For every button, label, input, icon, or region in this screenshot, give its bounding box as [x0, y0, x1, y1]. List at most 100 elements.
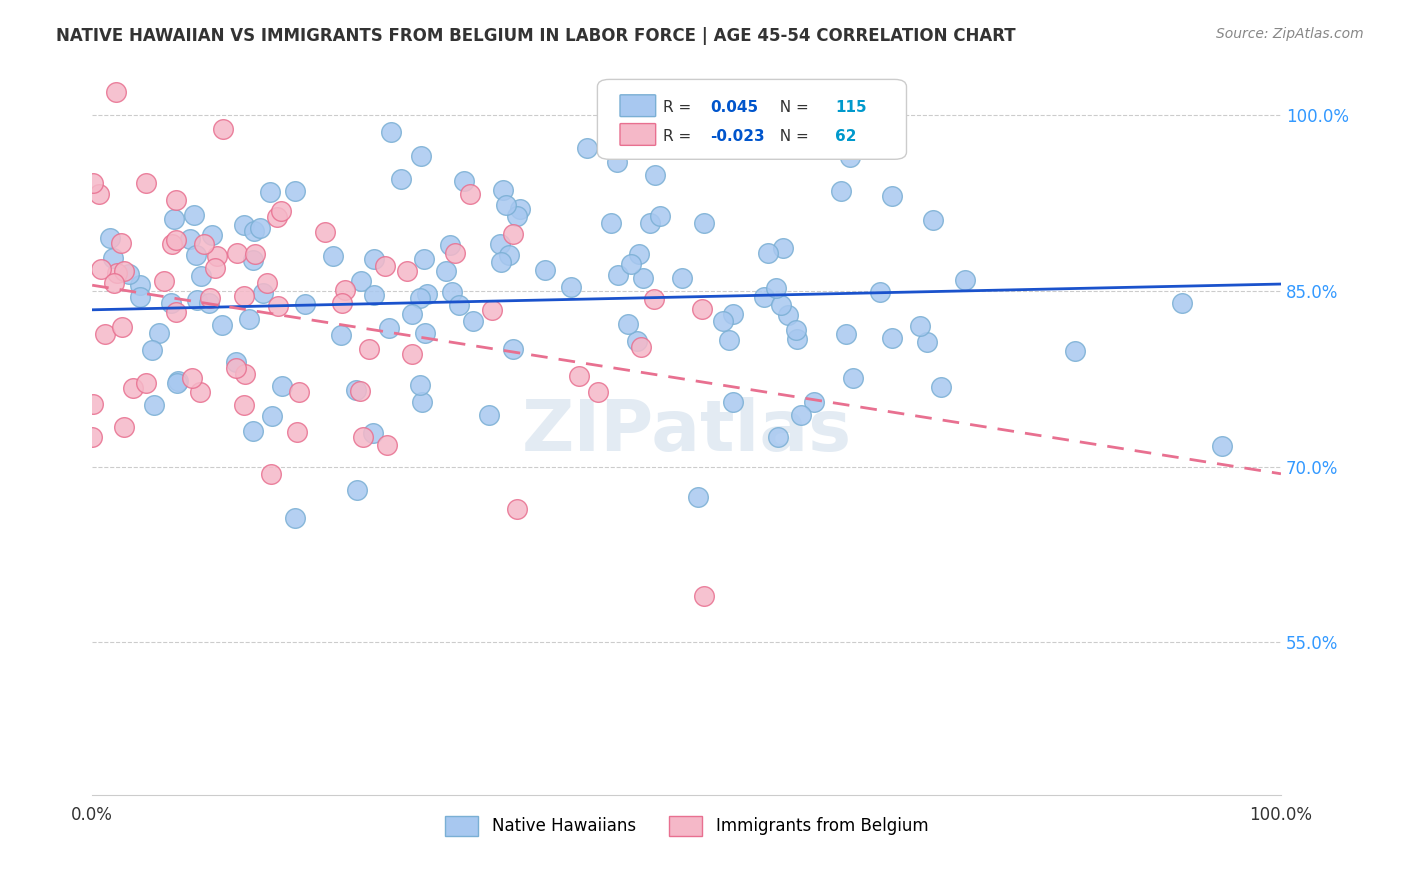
- Point: [188, 385, 211, 400]
- Point: [359, 343, 381, 357]
- Point: [260, 409, 283, 424]
- Point: [395, 264, 418, 278]
- Point: [711, 314, 734, 328]
- Point: [238, 312, 260, 326]
- Text: 115: 115: [835, 101, 866, 115]
- Point: [408, 291, 430, 305]
- Point: [330, 295, 353, 310]
- Point: [105, 85, 128, 99]
- Point: [461, 314, 484, 328]
- Point: [129, 278, 152, 293]
- Point: [502, 342, 524, 356]
- Text: R =: R =: [662, 101, 696, 115]
- Point: [617, 318, 640, 332]
- Point: [167, 374, 190, 388]
- Point: [506, 209, 529, 223]
- Point: [449, 298, 471, 312]
- Point: [190, 268, 212, 283]
- Point: [776, 308, 799, 322]
- Point: [82, 176, 104, 190]
- Point: [841, 371, 863, 385]
- Point: [287, 385, 309, 400]
- Point: [586, 385, 609, 400]
- Point: [869, 285, 891, 300]
- Point: [786, 332, 808, 346]
- Point: [443, 245, 465, 260]
- Point: [576, 141, 599, 155]
- Point: [135, 376, 157, 390]
- Point: [758, 246, 780, 260]
- Point: [242, 424, 264, 438]
- Point: [90, 262, 112, 277]
- Point: [534, 263, 557, 277]
- Point: [363, 288, 385, 302]
- Point: [1171, 296, 1194, 310]
- Point: [211, 318, 233, 332]
- Point: [489, 236, 512, 251]
- Point: [495, 198, 517, 212]
- Point: [129, 290, 152, 304]
- Point: [769, 298, 792, 312]
- Point: [162, 237, 184, 252]
- Point: [94, 326, 117, 341]
- Legend: Native Hawaiians, Immigrants from Belgium: Native Hawaiians, Immigrants from Belgiu…: [436, 807, 936, 845]
- Point: [835, 326, 858, 341]
- Point: [165, 304, 187, 318]
- Point: [830, 185, 852, 199]
- Point: [204, 261, 226, 276]
- Point: [186, 248, 208, 262]
- Point: [502, 227, 524, 241]
- Point: [165, 193, 187, 207]
- FancyBboxPatch shape: [620, 124, 655, 145]
- Point: [160, 295, 183, 310]
- FancyBboxPatch shape: [620, 95, 655, 117]
- Point: [270, 204, 292, 219]
- Point: [568, 369, 591, 384]
- Point: [915, 334, 938, 349]
- Point: [249, 220, 271, 235]
- Point: [232, 398, 254, 412]
- Point: [413, 252, 436, 267]
- Text: R =: R =: [662, 129, 696, 145]
- Text: -0.023: -0.023: [710, 129, 765, 145]
- Point: [284, 184, 307, 198]
- Point: [266, 210, 288, 224]
- Point: [346, 483, 368, 497]
- Point: [82, 430, 104, 444]
- Point: [765, 281, 787, 295]
- Point: [671, 271, 693, 285]
- Point: [259, 186, 281, 200]
- Point: [766, 430, 789, 444]
- Point: [183, 208, 205, 222]
- Point: [198, 295, 221, 310]
- Point: [929, 379, 952, 393]
- Point: [718, 333, 741, 347]
- Point: [110, 236, 132, 251]
- Point: [363, 252, 385, 266]
- Text: 62: 62: [835, 129, 856, 145]
- Point: [644, 169, 666, 183]
- Point: [284, 510, 307, 524]
- Point: [839, 150, 862, 164]
- Point: [489, 254, 512, 268]
- Point: [880, 331, 903, 345]
- Point: [620, 257, 643, 271]
- Point: [908, 318, 931, 333]
- Point: [626, 334, 648, 349]
- Text: ZIPatlas: ZIPatlas: [522, 397, 852, 467]
- Point: [349, 384, 371, 399]
- Point: [416, 287, 439, 301]
- Point: [411, 148, 433, 162]
- Point: [723, 395, 745, 409]
- Point: [201, 228, 224, 243]
- Point: [260, 467, 283, 481]
- FancyBboxPatch shape: [598, 79, 907, 160]
- Point: [650, 210, 672, 224]
- Point: [785, 323, 807, 337]
- Point: [243, 223, 266, 237]
- Point: [166, 376, 188, 391]
- Point: [335, 283, 357, 297]
- Point: [329, 327, 352, 342]
- Point: [413, 326, 436, 341]
- Point: [607, 268, 630, 282]
